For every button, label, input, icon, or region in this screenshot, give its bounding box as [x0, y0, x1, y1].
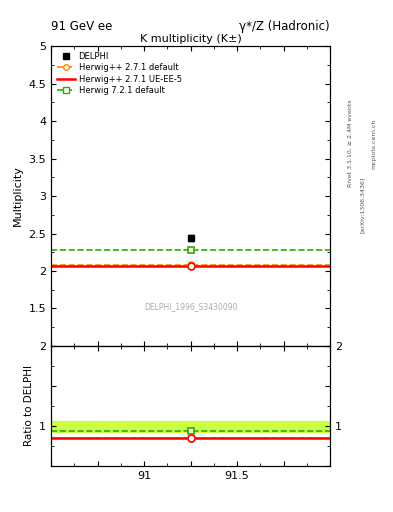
- Text: Rivet 3.1.10, ≥ 2.4M events: Rivet 3.1.10, ≥ 2.4M events: [348, 99, 353, 187]
- Text: 91 GeV ee: 91 GeV ee: [51, 20, 112, 33]
- Title: K multiplicity (K±): K multiplicity (K±): [140, 34, 241, 44]
- Y-axis label: Multiplicity: Multiplicity: [13, 165, 23, 226]
- Legend: DELPHI, Herwig++ 2.7.1 default, Herwig++ 2.7.1 UE-EE-5, Herwig 7.2.1 default: DELPHI, Herwig++ 2.7.1 default, Herwig++…: [55, 50, 183, 97]
- Text: [arXiv:1306.3436]: [arXiv:1306.3436]: [360, 177, 365, 233]
- Text: mcplots.cern.ch: mcplots.cern.ch: [371, 118, 376, 168]
- Text: γ*/Z (Hadronic): γ*/Z (Hadronic): [239, 20, 330, 33]
- Y-axis label: Ratio to DELPHI: Ratio to DELPHI: [24, 366, 33, 446]
- Text: DELPHI_1996_S3430090: DELPHI_1996_S3430090: [144, 303, 237, 311]
